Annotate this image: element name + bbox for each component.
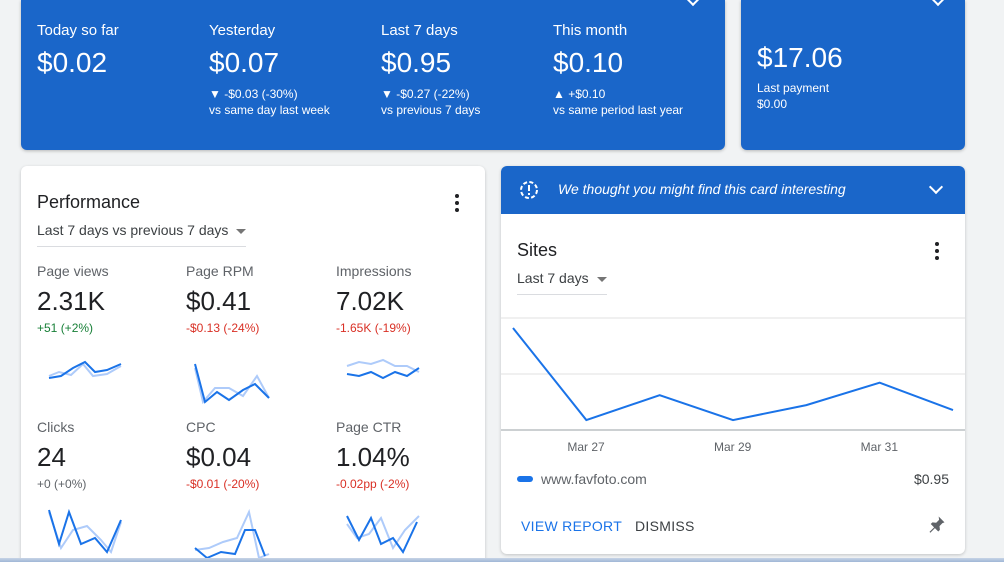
sparkline-clicks <box>48 508 122 555</box>
chevron-down-icon[interactable] <box>685 0 701 7</box>
metric-value: $0.41 <box>186 286 252 316</box>
legend-swatch <box>517 476 533 482</box>
earnings-label: This month <box>553 22 628 39</box>
metric-page-ctr[interactable]: Page CTR 1.04% -0.02pp (-2%) <box>336 418 476 492</box>
chevron-down-icon[interactable] <box>928 179 944 195</box>
sites-range-dropdown[interactable]: Last 7 days <box>517 269 607 295</box>
earnings-value: $0.10 <box>553 47 624 78</box>
earnings-delta: ▼ -$0.27 (-22%) <box>381 87 470 101</box>
sites-title: Sites <box>517 240 558 260</box>
sparkline-page-ctr <box>346 515 420 554</box>
x-tick-label: Mar 27 <box>567 440 605 454</box>
more-options-icon[interactable] <box>449 193 465 215</box>
earnings-label: Last 7 days <box>381 22 458 39</box>
x-tick-label: Mar 31 <box>860 440 899 454</box>
earnings-today[interactable]: Today so far $0.02 <box>37 22 119 80</box>
metric-label: Page CTR <box>336 419 402 435</box>
metric-value: 1.04% <box>336 442 410 472</box>
insight-icon <box>520 181 538 199</box>
sites-card: We thought you might find this card inte… <box>501 166 965 554</box>
metric-delta: -1.65K (-19%) <box>336 321 411 335</box>
metric-value: 24 <box>37 442 66 472</box>
earnings-delta: ▲ +$0.10 <box>553 87 606 101</box>
suggestion-text: We thought you might find this card inte… <box>558 181 846 197</box>
taskbar-edge <box>0 558 1004 562</box>
metric-page-views[interactable]: Page views 2.31K +51 (+2%) <box>37 262 177 336</box>
earnings-label: Today so far <box>37 22 119 39</box>
more-options-icon[interactable] <box>929 241 945 263</box>
metric-clicks[interactable]: Clicks 24 +0 (+0%) <box>37 418 177 492</box>
earnings-this-month[interactable]: This month $0.10 ▲ +$0.10 vs same period… <box>553 22 683 118</box>
balance-value: $17.06 <box>757 42 843 73</box>
metric-delta: +0 (+0%) <box>37 477 87 491</box>
earnings-card: Today so far $0.02 Yesterday $0.07 ▼ -$0… <box>21 0 725 150</box>
sparkline-page-rpm <box>194 363 270 405</box>
metric-delta: -$0.01 (-20%) <box>186 477 260 491</box>
dismiss-button[interactable]: DISMISS <box>635 518 695 534</box>
metric-delta: +51 (+2%) <box>37 321 94 335</box>
metric-label: CPC <box>186 419 216 435</box>
earnings-yesterday[interactable]: Yesterday $0.07 ▼ -$0.03 (-30%) vs same … <box>209 22 330 118</box>
pin-icon[interactable] <box>927 514 947 534</box>
series-line <box>512 327 954 422</box>
sites-range-label: Last 7 days <box>517 270 589 286</box>
caret-down-icon <box>596 276 607 282</box>
balance-card: $17.06 Last payment $0.00 <box>741 0 965 150</box>
metric-impressions[interactable]: Impressions 7.02K -1.65K (-19%) <box>336 262 476 336</box>
earnings-comparison: vs previous 7 days <box>381 103 481 117</box>
earnings-value: $0.02 <box>37 47 108 78</box>
metric-label: Page views <box>37 263 109 279</box>
performance-range-dropdown[interactable]: Last 7 days vs previous 7 days <box>37 221 247 247</box>
last-payment-label: Last payment <box>757 81 830 95</box>
earnings-last-7-days[interactable]: Last 7 days $0.95 ▼ -$0.27 (-22%) vs pre… <box>381 22 480 118</box>
metric-value: $0.04 <box>186 442 252 472</box>
metric-label: Page RPM <box>186 263 254 279</box>
performance-range-label: Last 7 days vs previous 7 days <box>37 222 229 238</box>
sparkline-cpc <box>194 508 270 560</box>
sparkline-page-views <box>48 360 122 379</box>
chevron-down-icon[interactable] <box>930 0 946 7</box>
earnings-delta: ▼ -$0.03 (-30%) <box>209 87 298 101</box>
metric-value: 2.31K <box>37 286 105 316</box>
sites-line-chart <box>501 317 965 431</box>
last-payment-amount: $0.00 <box>757 97 788 111</box>
performance-card: Performance Last 7 days vs previous 7 da… <box>21 166 485 562</box>
earnings-value: $0.07 <box>209 47 280 78</box>
metric-delta: -0.02pp (-2%) <box>336 477 410 491</box>
x-tick-label: Mar 29 <box>714 440 752 454</box>
metric-value: 7.02K <box>336 286 404 316</box>
earnings-label: Yesterday <box>209 22 276 39</box>
legend-site-label: www.favfoto.com <box>541 471 647 487</box>
earnings-comparison: vs same day last week <box>209 103 330 117</box>
metric-label: Clicks <box>37 419 75 435</box>
metric-cpc[interactable]: CPC $0.04 -$0.01 (-20%) <box>186 418 326 492</box>
earnings-comparison: vs same period last year <box>553 103 684 117</box>
metric-label: Impressions <box>336 263 412 279</box>
earnings-value: $0.95 <box>381 47 452 78</box>
sparkline-impressions <box>346 358 420 380</box>
suggestion-banner[interactable]: We thought you might find this card inte… <box>501 166 965 214</box>
metric-delta: -$0.13 (-24%) <box>186 321 260 335</box>
legend-site-value: $0.95 <box>913 471 949 487</box>
metric-page-rpm[interactable]: Page RPM $0.41 -$0.13 (-24%) <box>186 262 326 336</box>
view-report-button[interactable]: VIEW REPORT <box>521 518 623 534</box>
caret-down-icon <box>236 228 247 234</box>
performance-title: Performance <box>37 192 141 212</box>
